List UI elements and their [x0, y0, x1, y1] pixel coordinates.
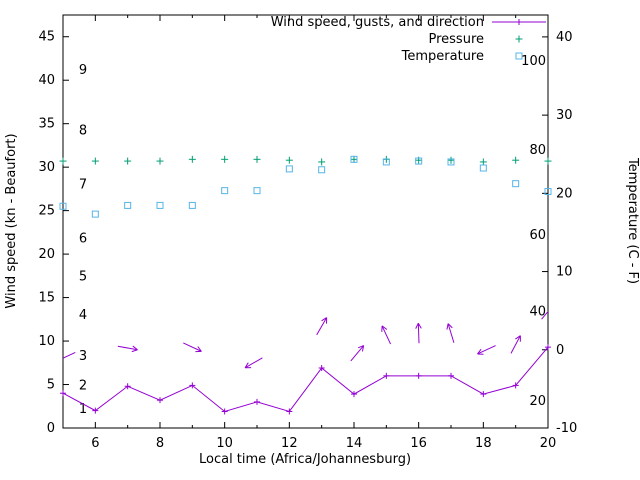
- beaufort-label: 8: [79, 124, 87, 139]
- x-tick-label: 10: [216, 436, 233, 451]
- fahrenheit-label: 100: [521, 54, 546, 69]
- legend-label-pressure: Pressure: [428, 32, 484, 47]
- x-axis-labels: 6 8 10 12 14 16 18 20: [91, 436, 556, 451]
- legend-label-wind: Wind speed, gusts, and direction: [271, 15, 484, 30]
- beaufort-label: 7: [79, 178, 87, 193]
- fahrenheit-scale-labels: 20 40 60 80 100: [521, 54, 546, 409]
- fahrenheit-label: 60: [529, 228, 546, 243]
- x-tick-label: 6: [91, 436, 99, 451]
- left-tick-label: 15: [38, 291, 55, 306]
- beaufort-label: 3: [79, 349, 87, 364]
- left-tick-label: 5: [47, 378, 55, 393]
- right-tick-label: 20: [556, 186, 573, 201]
- left-tick-label: 35: [38, 117, 55, 132]
- left-tick-label: 30: [38, 160, 55, 175]
- temperature-series: [59, 155, 552, 218]
- left-axis-ticks: [63, 36, 69, 429]
- x-tick-label: 18: [475, 436, 492, 451]
- right-tick-label: 0: [556, 343, 564, 358]
- pressure-series: [59, 155, 552, 166]
- x-tick-label: 20: [540, 436, 557, 451]
- x-axis-title: Local time (Africa/Johannesburg): [199, 452, 411, 467]
- left-tick-label: 45: [38, 30, 55, 45]
- chart-dynamic-content: 6 8 10 12 14 16 18 20051015202530354045-1001020…: [38, 14, 577, 451]
- x-tick-label: 12: [281, 436, 298, 451]
- left-tick-label: 40: [38, 73, 55, 88]
- right-tick-label: -10: [556, 421, 577, 436]
- right-tick-label: 40: [556, 30, 573, 45]
- wind-speed-series: [60, 344, 551, 415]
- wind-speed-line: [62, 346, 549, 413]
- beaufort-label: 4: [79, 308, 87, 323]
- x-tick-label: 16: [410, 436, 427, 451]
- fahrenheit-label: 80: [529, 143, 546, 158]
- plot-frame: [62, 14, 549, 429]
- legend-sample-pressure: [515, 35, 523, 43]
- x-axis-ticks: [62, 15, 549, 428]
- x-tick-label: 14: [346, 436, 363, 451]
- left-tick-label: 0: [47, 421, 55, 436]
- fahrenheit-label: 40: [529, 304, 546, 319]
- legend-sample-temperature: [515, 52, 523, 60]
- left-tick-label: 20: [38, 247, 55, 262]
- beaufort-label: 5: [79, 270, 87, 285]
- legend-label-temperature: Temperature: [401, 49, 484, 64]
- right-tick-label: 30: [556, 108, 573, 123]
- left-axis-title: Wind speed (kn - Beaufort): [4, 133, 19, 308]
- left-tick-label: 25: [38, 204, 55, 219]
- right-axis-ticks: [542, 36, 548, 429]
- legend-sample-wind: [492, 19, 546, 25]
- beaufort-label: 6: [79, 231, 87, 246]
- beaufort-label: 1: [79, 402, 87, 417]
- fahrenheit-label: 20: [529, 394, 546, 409]
- wind-direction-arrows: [63, 310, 548, 369]
- right-tick-label: 10: [556, 265, 573, 280]
- beaufort-label: 2: [79, 378, 87, 393]
- left-tick-label: 10: [38, 334, 55, 349]
- right-axis-title: Temperature (C - F): [625, 157, 640, 284]
- left-axis-labels: 0 5 10 15 20 25 30 35 40 45: [38, 30, 55, 436]
- beaufort-scale-labels: 1 2 3 4 5 6 7 8 9: [79, 63, 87, 417]
- legend: Wind speed, gusts, and direction Pressure…: [271, 15, 546, 64]
- right-axis-labels: -10 0 10 20 30 40: [556, 30, 577, 436]
- x-tick-label: 8: [156, 436, 164, 451]
- beaufort-label: 9: [79, 63, 87, 78]
